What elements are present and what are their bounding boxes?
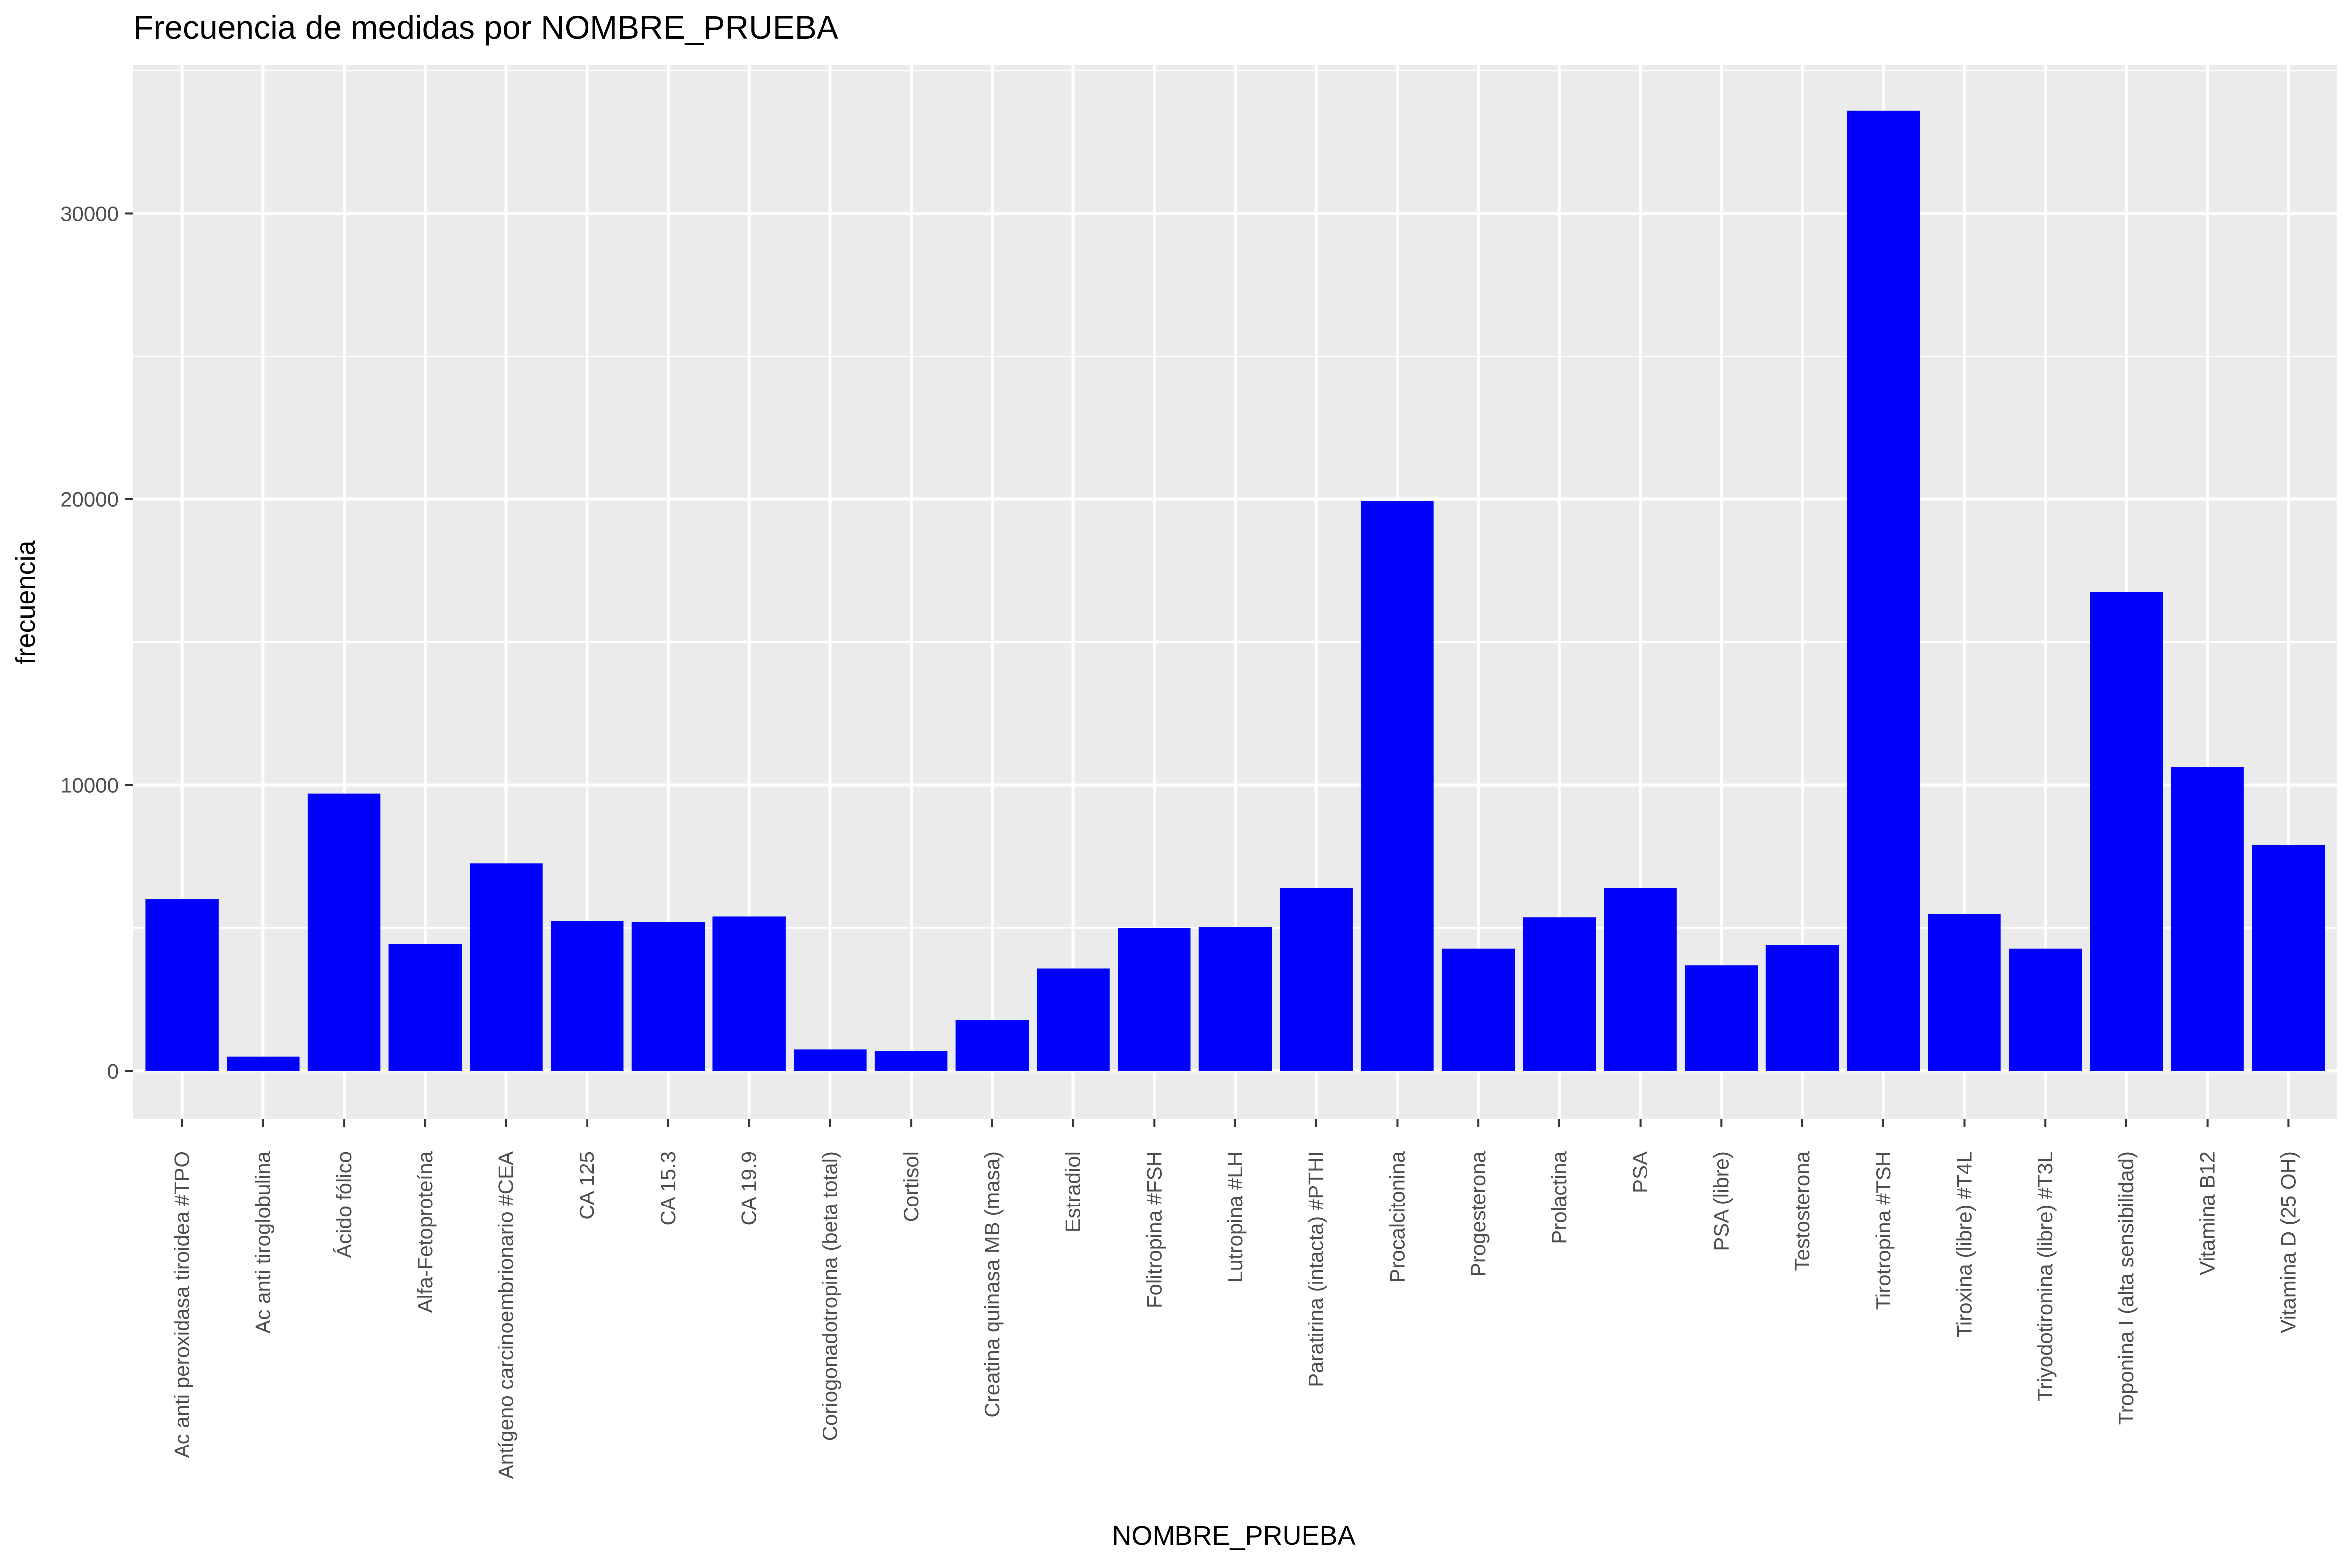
bar [1361, 501, 1434, 1071]
bar [874, 1051, 948, 1071]
x-tick-label: Ácido fólico [332, 1151, 355, 1258]
x-tick-label: Tirotropina #TSH [1872, 1151, 1895, 1310]
bar [794, 1049, 867, 1071]
x-tick-label: Cortisol [899, 1151, 923, 1222]
bar [631, 922, 705, 1071]
x-tick-label: PSA (libre) [1709, 1151, 1733, 1251]
bar [2171, 767, 2244, 1071]
y-tick-label: 0 [107, 1059, 118, 1083]
bar [1765, 945, 1839, 1071]
x-axis-title: NOMBRE_PRUEBA [1112, 1521, 1355, 1551]
x-tick-label: PSA [1629, 1151, 1652, 1193]
bar [1118, 928, 1191, 1071]
bar [1604, 888, 1677, 1071]
bar [1441, 948, 1515, 1071]
x-tick-label: Vitamina B12 [2196, 1151, 2219, 1275]
bar [1280, 888, 1353, 1071]
bar [1928, 914, 2001, 1071]
bar [2008, 948, 2082, 1071]
x-tick-label: Paratirina (intacta) #PTHI [1304, 1151, 1328, 1387]
x-tick-label: Alfa-Fetoproteína [413, 1151, 437, 1313]
x-tick-label: Antígeno carcinoembrionario #CEA [494, 1151, 518, 1479]
bar [1523, 917, 1596, 1071]
x-tick-label: Lutropina #LH [1223, 1151, 1247, 1283]
x-tick-label: Ac anti peroxidasa tiroidea #TPO [170, 1151, 194, 1458]
x-tick-label: Vitamina D (25 OH) [2276, 1151, 2300, 1333]
y-tick-label: 10000 [60, 773, 118, 797]
x-tick-label: Ac anti tiroglobulina [251, 1151, 274, 1333]
x-tick-label: Creatina quinasa MB (masa) [980, 1151, 1004, 1418]
x-tick-label: CA 19.9 [737, 1151, 761, 1225]
x-tick-label: Procalcitonina [1385, 1151, 1409, 1282]
bar [2090, 592, 2163, 1071]
bar [145, 899, 219, 1071]
x-tick-label: Triyodotironina (libre) #T3L [2033, 1151, 2057, 1402]
bar [1037, 968, 1110, 1071]
bar [1685, 965, 1758, 1071]
bar [551, 921, 624, 1071]
x-tick-label: Progesterona [1466, 1151, 1490, 1277]
bar [307, 793, 381, 1071]
x-tick-label: CA 125 [575, 1151, 598, 1220]
bars [145, 110, 2325, 1071]
chart-title: Frecuencia de medidas por NOMBRE_PRUEBA [133, 9, 838, 46]
y-tick-label: 30000 [60, 202, 118, 225]
bar [1198, 927, 1272, 1071]
bar [470, 863, 543, 1071]
x-tick-label: Estradiol [1061, 1151, 1085, 1232]
x-tick-label: CA 15.3 [656, 1151, 680, 1225]
x-tick-label: Folitropina #FSH [1142, 1151, 1166, 1308]
bar [2252, 844, 2325, 1071]
bar [712, 916, 786, 1071]
bar [227, 1056, 300, 1071]
x-tick-labels: Ac anti peroxidasa tiroidea #TPO Ac anti … [170, 1151, 2300, 1479]
x-tick-label: Troponina I (alta sensibilidad) [2115, 1151, 2138, 1425]
y-tick-labels: 0 10000 20000 30000 [60, 202, 118, 1083]
bar [388, 944, 462, 1071]
x-tick-label: Prolactina [1547, 1151, 1571, 1244]
y-tick-label: 20000 [60, 487, 118, 511]
x-tick-label: Tiroxina (libre) #T4L [1952, 1151, 1976, 1337]
axis-ticks [125, 212, 2290, 1127]
x-tick-label: Testosterona [1790, 1151, 1814, 1271]
bar [1847, 110, 1920, 1071]
y-axis-title: frecuencia [11, 540, 41, 664]
x-tick-label: Coriogonadotropina (beta total) [818, 1151, 841, 1441]
bar [955, 1020, 1029, 1071]
